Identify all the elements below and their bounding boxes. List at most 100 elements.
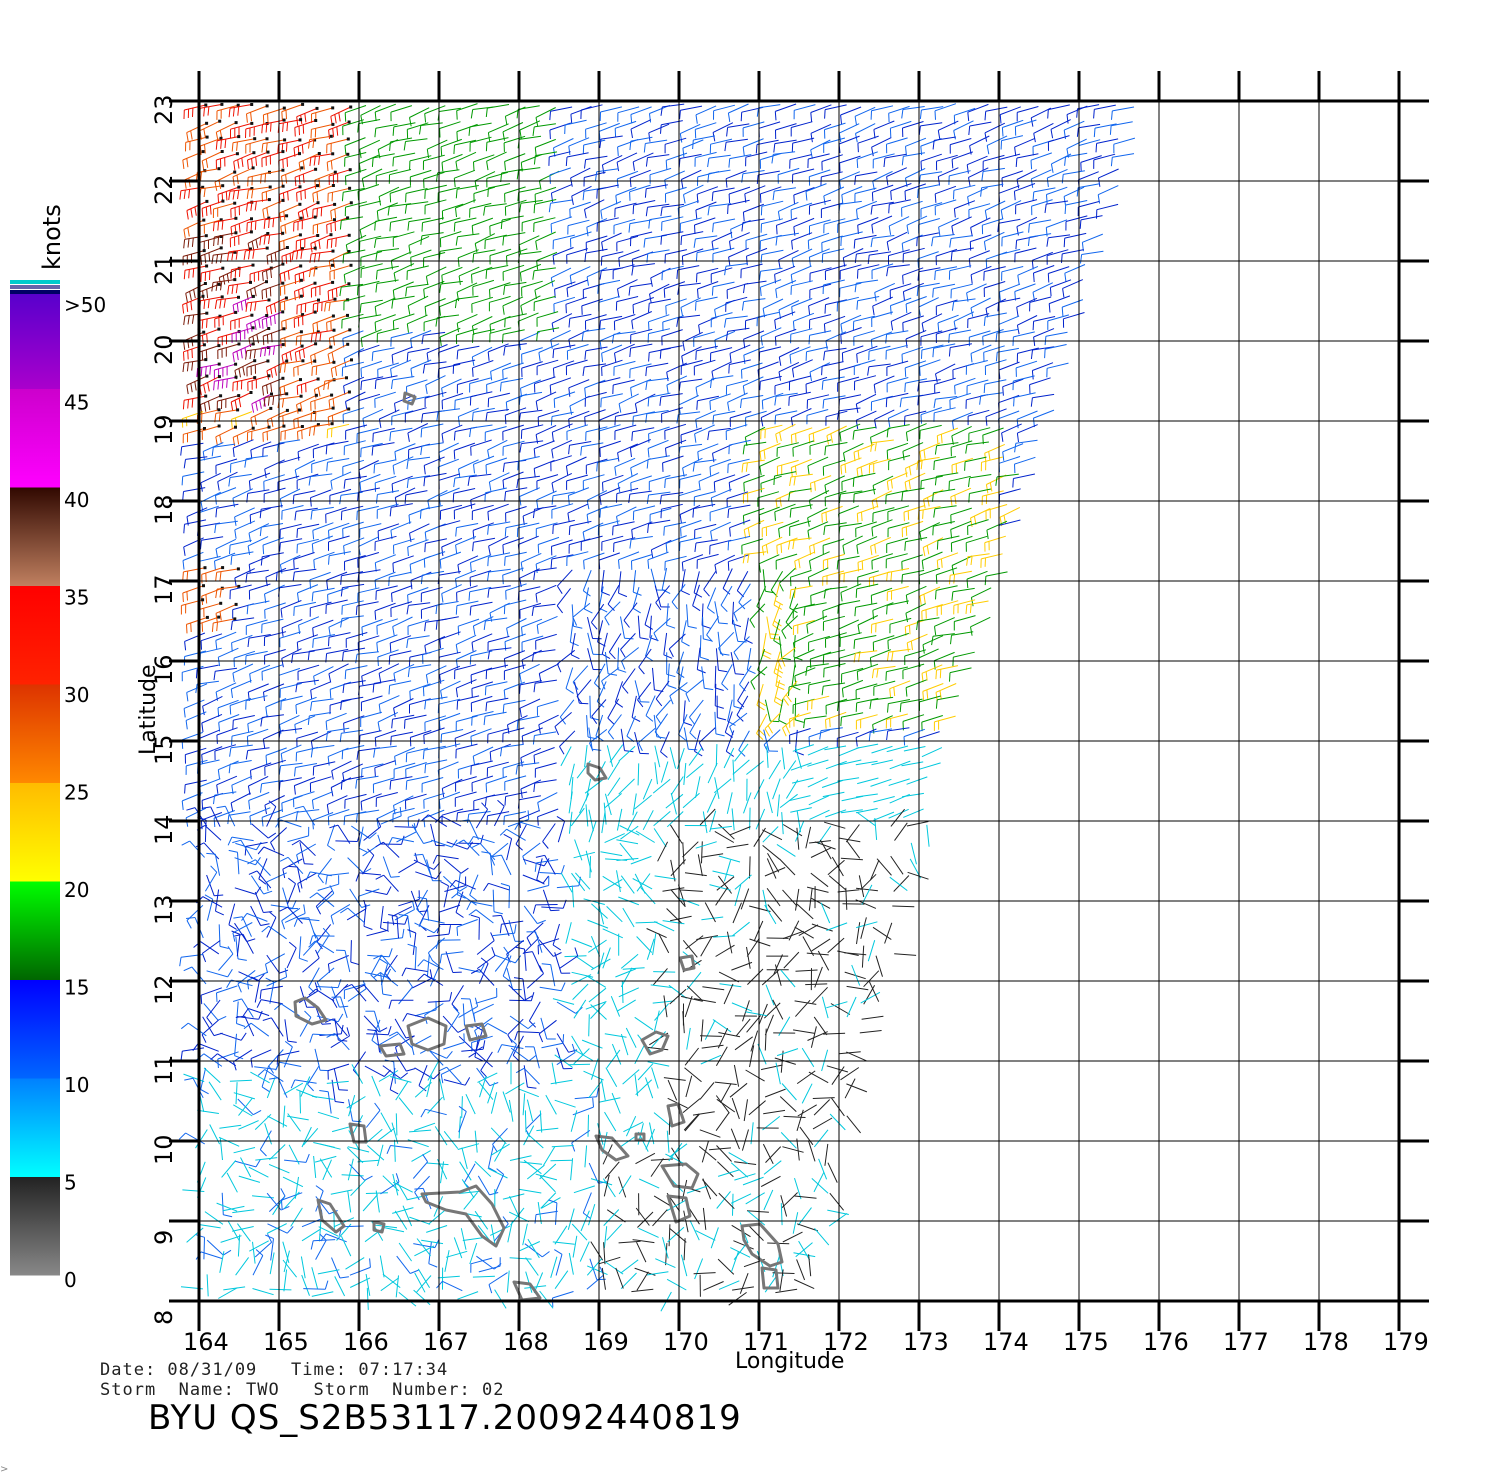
wind-barb-flag [954,495,957,505]
wind-barb-flag [904,482,907,492]
wind-barb [744,280,767,285]
wind-barb [281,103,303,113]
wind-barbs-layer [178,102,1136,1312]
wind-barb [197,505,219,514]
wind-barb [245,247,268,252]
wind-barb [262,537,284,546]
wind-barb-flag [692,462,695,472]
wind-barb-flag [933,399,936,409]
wind-barb [1029,296,1052,303]
wind-barb [600,106,623,113]
wind-barb [791,427,813,436]
wind-barb [954,377,976,386]
wind-barb-flag [516,720,519,730]
wind-barb [701,666,705,689]
wind-barb [553,519,575,526]
wind-barb [601,251,624,258]
wind-barb-flag [310,355,313,365]
wind-barb-flag [873,384,876,394]
wind-barb [654,713,669,733]
wind-barb-dot [203,566,207,570]
wind-barb-flag [453,478,456,488]
wind-barb [280,728,303,732]
wind-barb [613,218,636,226]
wind-barb [233,439,254,449]
wind-barb [920,122,943,127]
wind-barb-flag [217,221,220,231]
wind-barb [186,122,207,134]
wind-barb [229,473,252,478]
wind-barb-flag [932,348,935,358]
wind-barb-flag [692,508,695,518]
wind-barb-flag [249,350,252,360]
wind-barb-flag [309,157,312,167]
wind-barb [566,248,588,256]
wind-barb [535,584,557,595]
wind-barb [537,327,560,333]
wind-barb-flag [988,451,991,461]
wind-barb-flag [663,654,673,659]
wind-barb [745,426,766,438]
wind-barb [439,327,461,338]
wind-barb-flag [964,461,966,471]
wind-barb [599,487,621,497]
wind-barb-flag [703,638,713,642]
wind-barb-flag [281,111,283,121]
wind-barb [470,667,493,676]
wind-barb-flag [774,396,777,406]
wind-barb [439,631,461,640]
wind-barb-flag [948,334,950,344]
wind-barb-flag [455,207,457,218]
wind-barb [918,379,941,383]
wind-barb-flag [204,144,206,154]
wind-barb-flag [697,288,699,299]
wind-barb [377,711,399,723]
wind-barb-flag [1033,133,1036,143]
wind-barb-flag [282,122,284,133]
wind-barb [789,488,812,493]
wind-barb [393,122,416,128]
wind-barb-dot [251,166,255,170]
wind-barb [680,217,702,224]
wind-barb [392,616,413,628]
wind-barb [665,186,687,195]
wind-barb [809,199,832,207]
wind-barb [774,187,796,192]
wind-barb-dot [314,167,318,171]
wind-barb-flag [645,157,648,167]
wind-barb [661,503,683,510]
wind-barb [890,311,912,322]
wind-barb-flag [665,543,668,553]
wind-barb [857,570,879,578]
wind-barb-flag [424,306,427,316]
wind-barb-flag [666,384,669,394]
wind-barb [487,503,509,513]
wind-barb-dot [281,231,285,235]
wind-barb [1031,199,1053,207]
wind-barb-flag [824,485,827,495]
wind-barb [489,647,512,651]
wind-barb [470,650,493,657]
wind-barb [745,233,768,241]
wind-barb [233,650,256,659]
wind-barb [1032,362,1054,371]
wind-barb-flag [776,681,786,686]
wind-barb-flag [277,144,279,154]
wind-barb-flag [551,482,554,492]
wind-barb [230,122,252,130]
wind-barb [853,330,876,338]
wind-barb-flag [455,527,457,537]
wind-barb-flag [600,398,602,408]
wind-barb [456,650,477,660]
wind-barb [874,409,895,421]
wind-barb-flag [435,317,438,327]
wind-barb [587,632,594,655]
wind-barb-flag [360,337,363,348]
wind-barb-flag [669,695,674,705]
wind-barb [809,283,832,291]
wind-barb [720,585,733,606]
wind-barb [918,267,941,273]
wind-barb-flag [279,724,282,734]
wind-barb-flag [870,442,873,452]
wind-barb-flag [725,331,729,341]
